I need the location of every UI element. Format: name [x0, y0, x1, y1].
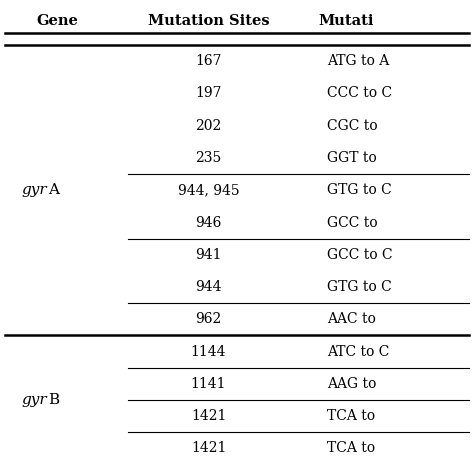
Text: 1144: 1144 [191, 345, 226, 358]
Text: A: A [48, 183, 59, 197]
Text: 941: 941 [195, 248, 222, 262]
Text: 235: 235 [195, 151, 222, 165]
Text: Mutati: Mutati [318, 14, 374, 28]
Text: 962: 962 [195, 312, 222, 326]
Text: 197: 197 [195, 86, 222, 100]
Text: 1421: 1421 [191, 441, 226, 456]
Text: gyr: gyr [22, 393, 47, 407]
Text: 1141: 1141 [191, 377, 226, 391]
Text: ATG to A: ATG to A [327, 54, 389, 68]
Text: 167: 167 [195, 54, 222, 68]
Text: AAC to: AAC to [327, 312, 380, 326]
Text: ATC to C: ATC to C [327, 345, 390, 358]
Text: AAG to: AAG to [327, 377, 381, 391]
Text: GTG to C: GTG to C [327, 183, 392, 197]
Text: Gene: Gene [36, 14, 78, 28]
Text: 944: 944 [195, 280, 222, 294]
Text: 944, 945: 944, 945 [178, 183, 239, 197]
Text: GGT to: GGT to [327, 151, 381, 165]
Text: GCC to C: GCC to C [327, 248, 392, 262]
Text: TCA to: TCA to [327, 409, 380, 423]
Text: gyr: gyr [22, 183, 47, 197]
Text: CGC to: CGC to [327, 118, 382, 133]
Text: CCC to C: CCC to C [327, 86, 392, 100]
Text: 1421: 1421 [191, 409, 226, 423]
Text: TCA to: TCA to [327, 441, 380, 456]
Text: GCC to: GCC to [327, 216, 382, 229]
Text: 946: 946 [195, 216, 222, 229]
Text: GTG to C: GTG to C [327, 280, 392, 294]
Text: Mutation Sites: Mutation Sites [148, 14, 269, 28]
Text: B: B [48, 393, 59, 407]
Text: 202: 202 [195, 118, 222, 133]
